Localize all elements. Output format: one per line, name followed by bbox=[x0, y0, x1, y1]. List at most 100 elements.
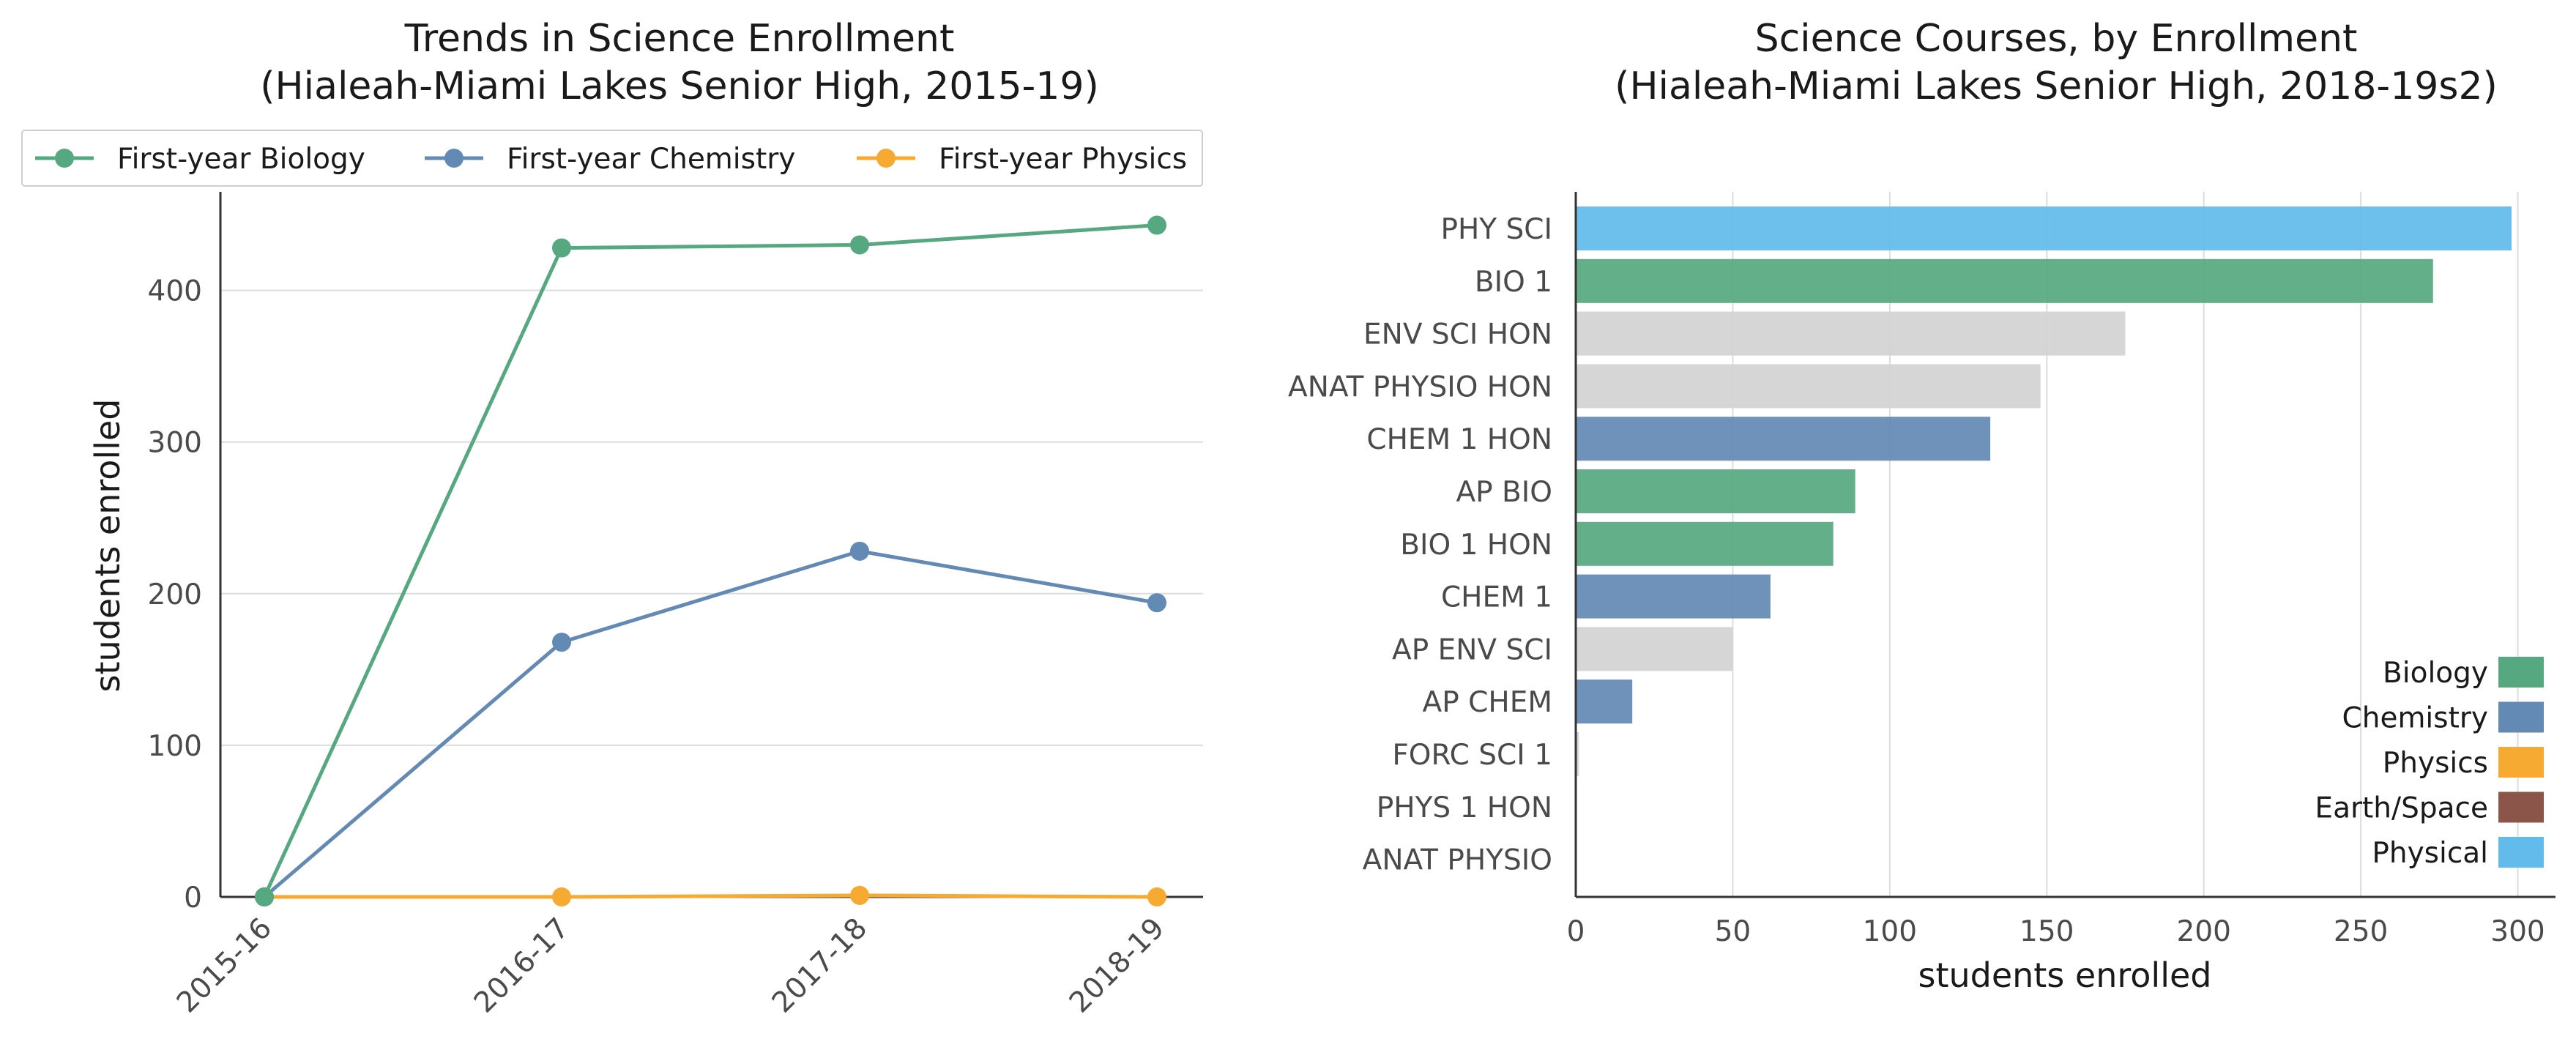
line-chart-x-ticks: 2015-16 2016-17 2017-18 2018-19 bbox=[171, 912, 1171, 1019]
bar-chart-legend: Biology Chemistry Physics Earth/Space Physic… bbox=[2315, 657, 2544, 870]
bar-ap-chem bbox=[1576, 679, 1633, 724]
bar-legend-entry-physics: Physics bbox=[2383, 747, 2544, 780]
bar-chem-1-hon bbox=[1576, 417, 1991, 461]
line-series-first-year-physics bbox=[255, 885, 1166, 906]
data-point-first-year-biology bbox=[850, 235, 869, 255]
bar-legend-swatch bbox=[2498, 701, 2544, 733]
bar-legend-swatch bbox=[2498, 837, 2544, 868]
line-chart-y-tick-label: 300 bbox=[148, 427, 202, 460]
bar-legend-swatch bbox=[2498, 747, 2544, 778]
line-series-first-year-biology bbox=[255, 215, 1166, 906]
legend-label: First-year Physics bbox=[939, 143, 1187, 176]
series-line-first-year-chemistry bbox=[263, 549, 1158, 898]
data-point-first-year-biology bbox=[1147, 215, 1166, 235]
line-chart-title-line-1: Trends in Science Enrollment bbox=[404, 17, 955, 61]
series-line-first-year-biology bbox=[262, 223, 1158, 898]
bar-chart-title-line-1: Science Courses, by Enrollment bbox=[1755, 17, 2358, 61]
bar-legend-label: Chemistry bbox=[2342, 702, 2489, 735]
bar-category-label: FORC SCI 1 bbox=[1392, 739, 1552, 772]
line-chart-y-ticks: 0 100 200 300 400 bbox=[148, 275, 202, 914]
bar-chart-x-tick-label: 200 bbox=[2176, 915, 2230, 948]
bar-chart-x-tick-label: 50 bbox=[1715, 915, 1752, 948]
bar-anat-physio-hon bbox=[1576, 364, 2041, 409]
bar-legend-entry-earth-space: Earth/Space bbox=[2315, 791, 2544, 825]
data-point-first-year-physics bbox=[850, 885, 869, 905]
data-point-first-year-physics bbox=[552, 887, 571, 906]
bar-legend-swatch bbox=[2498, 657, 2544, 688]
line-chart-x-tick-label: 2016-17 bbox=[468, 912, 576, 1019]
bar-chart-title-line-2: (Hialeah-Miami Lakes Senior High, 2018-1… bbox=[1615, 64, 2498, 108]
data-point-first-year-biology bbox=[255, 887, 274, 906]
legend-label: First-year Biology bbox=[117, 143, 365, 176]
legend-label: First-year Chemistry bbox=[507, 143, 795, 176]
data-point-first-year-biology bbox=[552, 238, 571, 258]
line-chart-series bbox=[255, 215, 1166, 906]
bar-legend-label: Earth/Space bbox=[2315, 792, 2488, 825]
bar-category-label: PHYS 1 HON bbox=[1377, 791, 1552, 824]
bar-chart-x-tick-label: 150 bbox=[2020, 915, 2074, 948]
bar-category-label: CHEM 1 bbox=[1441, 581, 1552, 614]
bar-category-label: ENV SCI HON bbox=[1363, 318, 1552, 351]
bar-legend-entry-physical: Physical bbox=[2372, 837, 2544, 870]
bar-category-label: PHY SCI bbox=[1440, 213, 1552, 246]
line-chart-legend-box bbox=[21, 130, 1203, 187]
bar-chem-1 bbox=[1576, 574, 1771, 619]
data-point-first-year-physics bbox=[1147, 887, 1166, 906]
bar-forc-sci-1 bbox=[1576, 732, 1579, 776]
line-chart-legend: First-year Biology First-year Chemistry Fi… bbox=[35, 143, 1187, 176]
line-chart-x-tick-label: 2015-16 bbox=[171, 912, 278, 1019]
line-chart-y-tick-label: 0 bbox=[184, 882, 202, 914]
bar-category-label: AP CHEM bbox=[1423, 686, 1552, 719]
legend-entry-first-year-biology: First-year Biology bbox=[35, 143, 365, 176]
bar-chart-x-tick-label: 100 bbox=[1863, 915, 1917, 948]
bar-chart-category-labels: PHY SCI BIO 1 ENV SCI HON ANAT PHYSIO HON CH… bbox=[1288, 213, 1552, 877]
line-chart-y-tick-label: 100 bbox=[148, 730, 202, 763]
bar-bio-1 bbox=[1576, 258, 2433, 303]
data-point-first-year-chemistry bbox=[552, 633, 571, 652]
bar-chart-x-ticks: 0 50 100 150 200 250 300 bbox=[1567, 915, 2545, 948]
legend-entry-first-year-chemistry: First-year Chemistry bbox=[425, 143, 795, 176]
bar-chart-bars bbox=[1576, 206, 2512, 776]
bar-category-label: BIO 1 HON bbox=[1400, 529, 1552, 562]
bar-category-label: AP BIO bbox=[1456, 476, 1552, 509]
bar-chart-x-axis-label: students enrolled bbox=[1918, 955, 2212, 995]
line-chart-x-tick-label: 2017-18 bbox=[766, 912, 874, 1019]
bar-ap-bio bbox=[1576, 469, 1855, 513]
bar-category-label: BIO 1 bbox=[1475, 266, 1552, 299]
legend-marker bbox=[876, 149, 896, 168]
line-chart-gridlines bbox=[220, 289, 1203, 746]
legend-entry-first-year-physics: First-year Physics bbox=[857, 143, 1187, 176]
bar-legend-entry-biology: Biology bbox=[2383, 657, 2544, 690]
data-point-first-year-chemistry bbox=[1147, 593, 1166, 613]
line-chart: Trends in Science Enrollment (Hialeah-Mi… bbox=[21, 17, 1203, 1019]
bar-chart-x-tick-label: 250 bbox=[2334, 915, 2388, 948]
bar-category-label: CHEM 1 HON bbox=[1366, 423, 1552, 456]
bar-ap-env-sci bbox=[1576, 627, 1733, 671]
bar-env-sci-hon bbox=[1576, 311, 2126, 356]
bar-category-label: AP ENV SCI bbox=[1392, 633, 1552, 666]
bar-legend-entry-chemistry: Chemistry bbox=[2342, 701, 2544, 735]
bar-chart-x-tick-label: 300 bbox=[2490, 915, 2545, 948]
legend-marker bbox=[444, 149, 464, 168]
line-chart-x-tick-label: 2018-19 bbox=[1063, 912, 1171, 1019]
bar-bio-1-hon bbox=[1576, 521, 1834, 566]
line-chart-y-tick-label: 200 bbox=[148, 578, 202, 611]
legend-marker bbox=[55, 149, 74, 168]
line-chart-title-line-2: (Hialeah-Miami Lakes Senior High, 2015-1… bbox=[260, 64, 1099, 108]
bar-category-label: ANAT PHYSIO bbox=[1363, 844, 1552, 877]
series-line-first-year-physics bbox=[264, 893, 1158, 899]
bar-category-label: ANAT PHYSIO HON bbox=[1288, 370, 1552, 403]
bar-legend-swatch bbox=[2498, 791, 2544, 823]
bar-phy-sci bbox=[1576, 206, 2512, 250]
line-chart-y-tick-label: 400 bbox=[148, 275, 202, 308]
bar-legend-label: Physics bbox=[2383, 747, 2488, 780]
bar-chart-x-tick-label: 0 bbox=[1567, 915, 1585, 948]
data-point-first-year-chemistry bbox=[850, 541, 869, 561]
bar-chart: Science Courses, by Enrollment (Hialeah-… bbox=[1288, 17, 2555, 995]
line-chart-y-axis-label: students enrolled bbox=[88, 399, 127, 693]
bar-legend-label: Physical bbox=[2372, 837, 2488, 870]
bar-legend-label: Biology bbox=[2383, 657, 2488, 690]
line-series-first-year-chemistry bbox=[255, 541, 1166, 906]
